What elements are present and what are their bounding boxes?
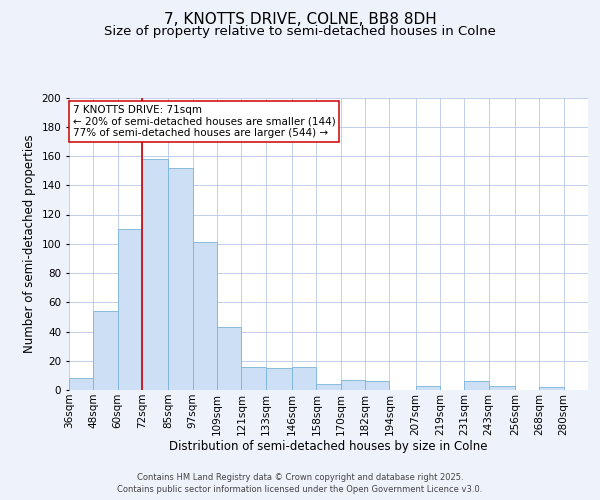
Bar — [316, 384, 341, 390]
Text: 7, KNOTTS DRIVE, COLNE, BB8 8DH: 7, KNOTTS DRIVE, COLNE, BB8 8DH — [164, 12, 436, 28]
Bar — [69, 378, 94, 390]
Bar — [241, 366, 266, 390]
Bar — [193, 242, 217, 390]
Bar — [169, 168, 193, 390]
Bar — [94, 311, 118, 390]
Y-axis label: Number of semi-detached properties: Number of semi-detached properties — [23, 134, 36, 353]
Bar — [464, 381, 488, 390]
Text: 7 KNOTTS DRIVE: 71sqm
← 20% of semi-detached houses are smaller (144)
77% of sem: 7 KNOTTS DRIVE: 71sqm ← 20% of semi-deta… — [73, 105, 336, 138]
Bar — [217, 327, 241, 390]
Bar — [488, 386, 515, 390]
X-axis label: Distribution of semi-detached houses by size in Colne: Distribution of semi-detached houses by … — [169, 440, 488, 454]
Text: Contains HM Land Registry data © Crown copyright and database right 2025.: Contains HM Land Registry data © Crown c… — [137, 472, 463, 482]
Text: Contains public sector information licensed under the Open Government Licence v3: Contains public sector information licen… — [118, 485, 482, 494]
Bar — [539, 387, 563, 390]
Bar — [142, 159, 169, 390]
Text: Size of property relative to semi-detached houses in Colne: Size of property relative to semi-detach… — [104, 25, 496, 38]
Bar — [292, 366, 316, 390]
Bar — [365, 381, 389, 390]
Bar — [266, 368, 292, 390]
Bar — [416, 386, 440, 390]
Bar — [118, 229, 142, 390]
Bar — [341, 380, 365, 390]
